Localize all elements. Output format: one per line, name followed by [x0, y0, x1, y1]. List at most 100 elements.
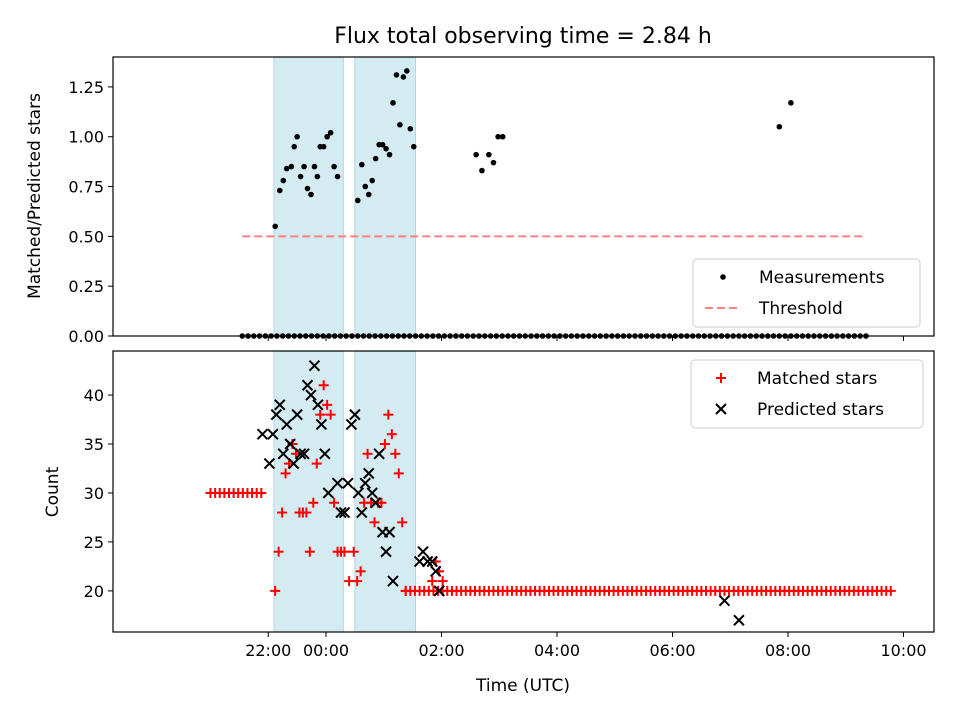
measurement-point [863, 333, 869, 339]
measurement-point [314, 333, 321, 339]
measurement-point [291, 143, 298, 150]
measurement-point [304, 185, 311, 192]
measurement-point [262, 333, 269, 339]
x-b [369, 497, 382, 509]
measurement-point [302, 333, 309, 339]
x-b [383, 526, 396, 538]
measurement-point [493, 333, 500, 339]
measurement-point [378, 333, 384, 339]
measurement-point [689, 333, 696, 339]
measurement-point [505, 333, 511, 339]
predicted-star-point [387, 575, 399, 587]
measurement-point [337, 333, 344, 339]
predicted-star-point [267, 428, 279, 440]
measurement-point [424, 333, 430, 339]
y-tick-label: 40 [84, 386, 104, 405]
measurement-point [845, 333, 852, 339]
measurement-point [776, 333, 783, 339]
measurement-point [684, 333, 690, 339]
measurement-point [397, 121, 403, 128]
x-b [417, 546, 429, 558]
measurement-point [661, 333, 667, 339]
x-tick-label: 22:00 [245, 641, 291, 660]
legend-marker [720, 274, 726, 280]
measurement-point [499, 133, 506, 140]
measurement-point [369, 177, 376, 184]
measurement-point [280, 177, 287, 184]
x-tick-label: 00:00 [303, 641, 349, 660]
predicted-star-point [281, 418, 293, 431]
x-b [352, 487, 365, 499]
x-b [294, 448, 307, 460]
predicted-star-point [270, 408, 283, 421]
measurement-point [291, 333, 298, 339]
measurement-point [609, 333, 615, 339]
measurement-point [482, 333, 488, 339]
x-b [413, 555, 426, 568]
measurement-point [495, 133, 501, 140]
measurement-point [301, 163, 307, 170]
predicted-star-point [274, 399, 286, 411]
x-b [359, 477, 371, 489]
predicted-star-point [430, 565, 442, 578]
predicted-star-point [383, 526, 396, 538]
measurement-point [412, 333, 419, 339]
legend-label: Predicted stars [757, 400, 884, 420]
matched-star-point [437, 576, 448, 587]
predicted-star-point [305, 389, 317, 401]
predicted-star-point [335, 506, 347, 519]
measurement-point [320, 333, 326, 339]
measurement-point [580, 333, 586, 339]
measurement-point [528, 333, 534, 339]
matched-star-point [885, 585, 896, 596]
x-b [305, 389, 317, 401]
x-b [312, 399, 324, 411]
predicted-star-point [359, 477, 371, 489]
legend-label: Threshold [758, 299, 843, 319]
x-b [373, 448, 385, 460]
x-b [277, 448, 289, 460]
measurement-point [574, 333, 581, 339]
measurement-point [487, 333, 494, 339]
measurement-point [379, 141, 386, 148]
measurement-point [816, 333, 823, 339]
matched-star-point [393, 468, 404, 479]
measurement-point [239, 333, 246, 339]
measurement-point [678, 333, 684, 339]
measurement-point [400, 74, 407, 80]
measurement-point [251, 333, 257, 339]
matched-star-point [348, 546, 359, 557]
y-axis-label-bottom: Count [43, 466, 63, 517]
measurement-point [395, 333, 401, 339]
measurement-point [331, 333, 338, 339]
measurement-point [822, 333, 829, 339]
predicted-star-point [284, 438, 296, 450]
measurement-point [288, 163, 295, 170]
measurement-point [811, 333, 817, 339]
measurement-point [643, 333, 650, 339]
measurement-point [499, 333, 505, 339]
x-b [270, 408, 283, 421]
measurement-point [614, 333, 621, 339]
measurement-point [311, 163, 318, 170]
measurement-point [308, 191, 314, 198]
measurement-point [324, 133, 330, 140]
matched-star-point [270, 585, 281, 596]
x-tick-label: 04:00 [534, 641, 580, 660]
measurement-point [545, 333, 552, 339]
measurement-point [389, 333, 396, 339]
x-b [301, 379, 314, 391]
measurement-point [770, 333, 777, 339]
x-b [319, 448, 331, 460]
measurement-point [464, 333, 471, 339]
predicted-star-point [315, 418, 328, 431]
shaded-interval-2 [354, 350, 417, 633]
predicted-star-point [322, 487, 335, 499]
measurement-point [401, 333, 407, 339]
predicted-star-point [298, 448, 310, 460]
predicted-star-point [331, 477, 344, 489]
x-b [363, 467, 375, 480]
predicted-star-point [291, 408, 303, 421]
measurement-point [279, 333, 286, 339]
